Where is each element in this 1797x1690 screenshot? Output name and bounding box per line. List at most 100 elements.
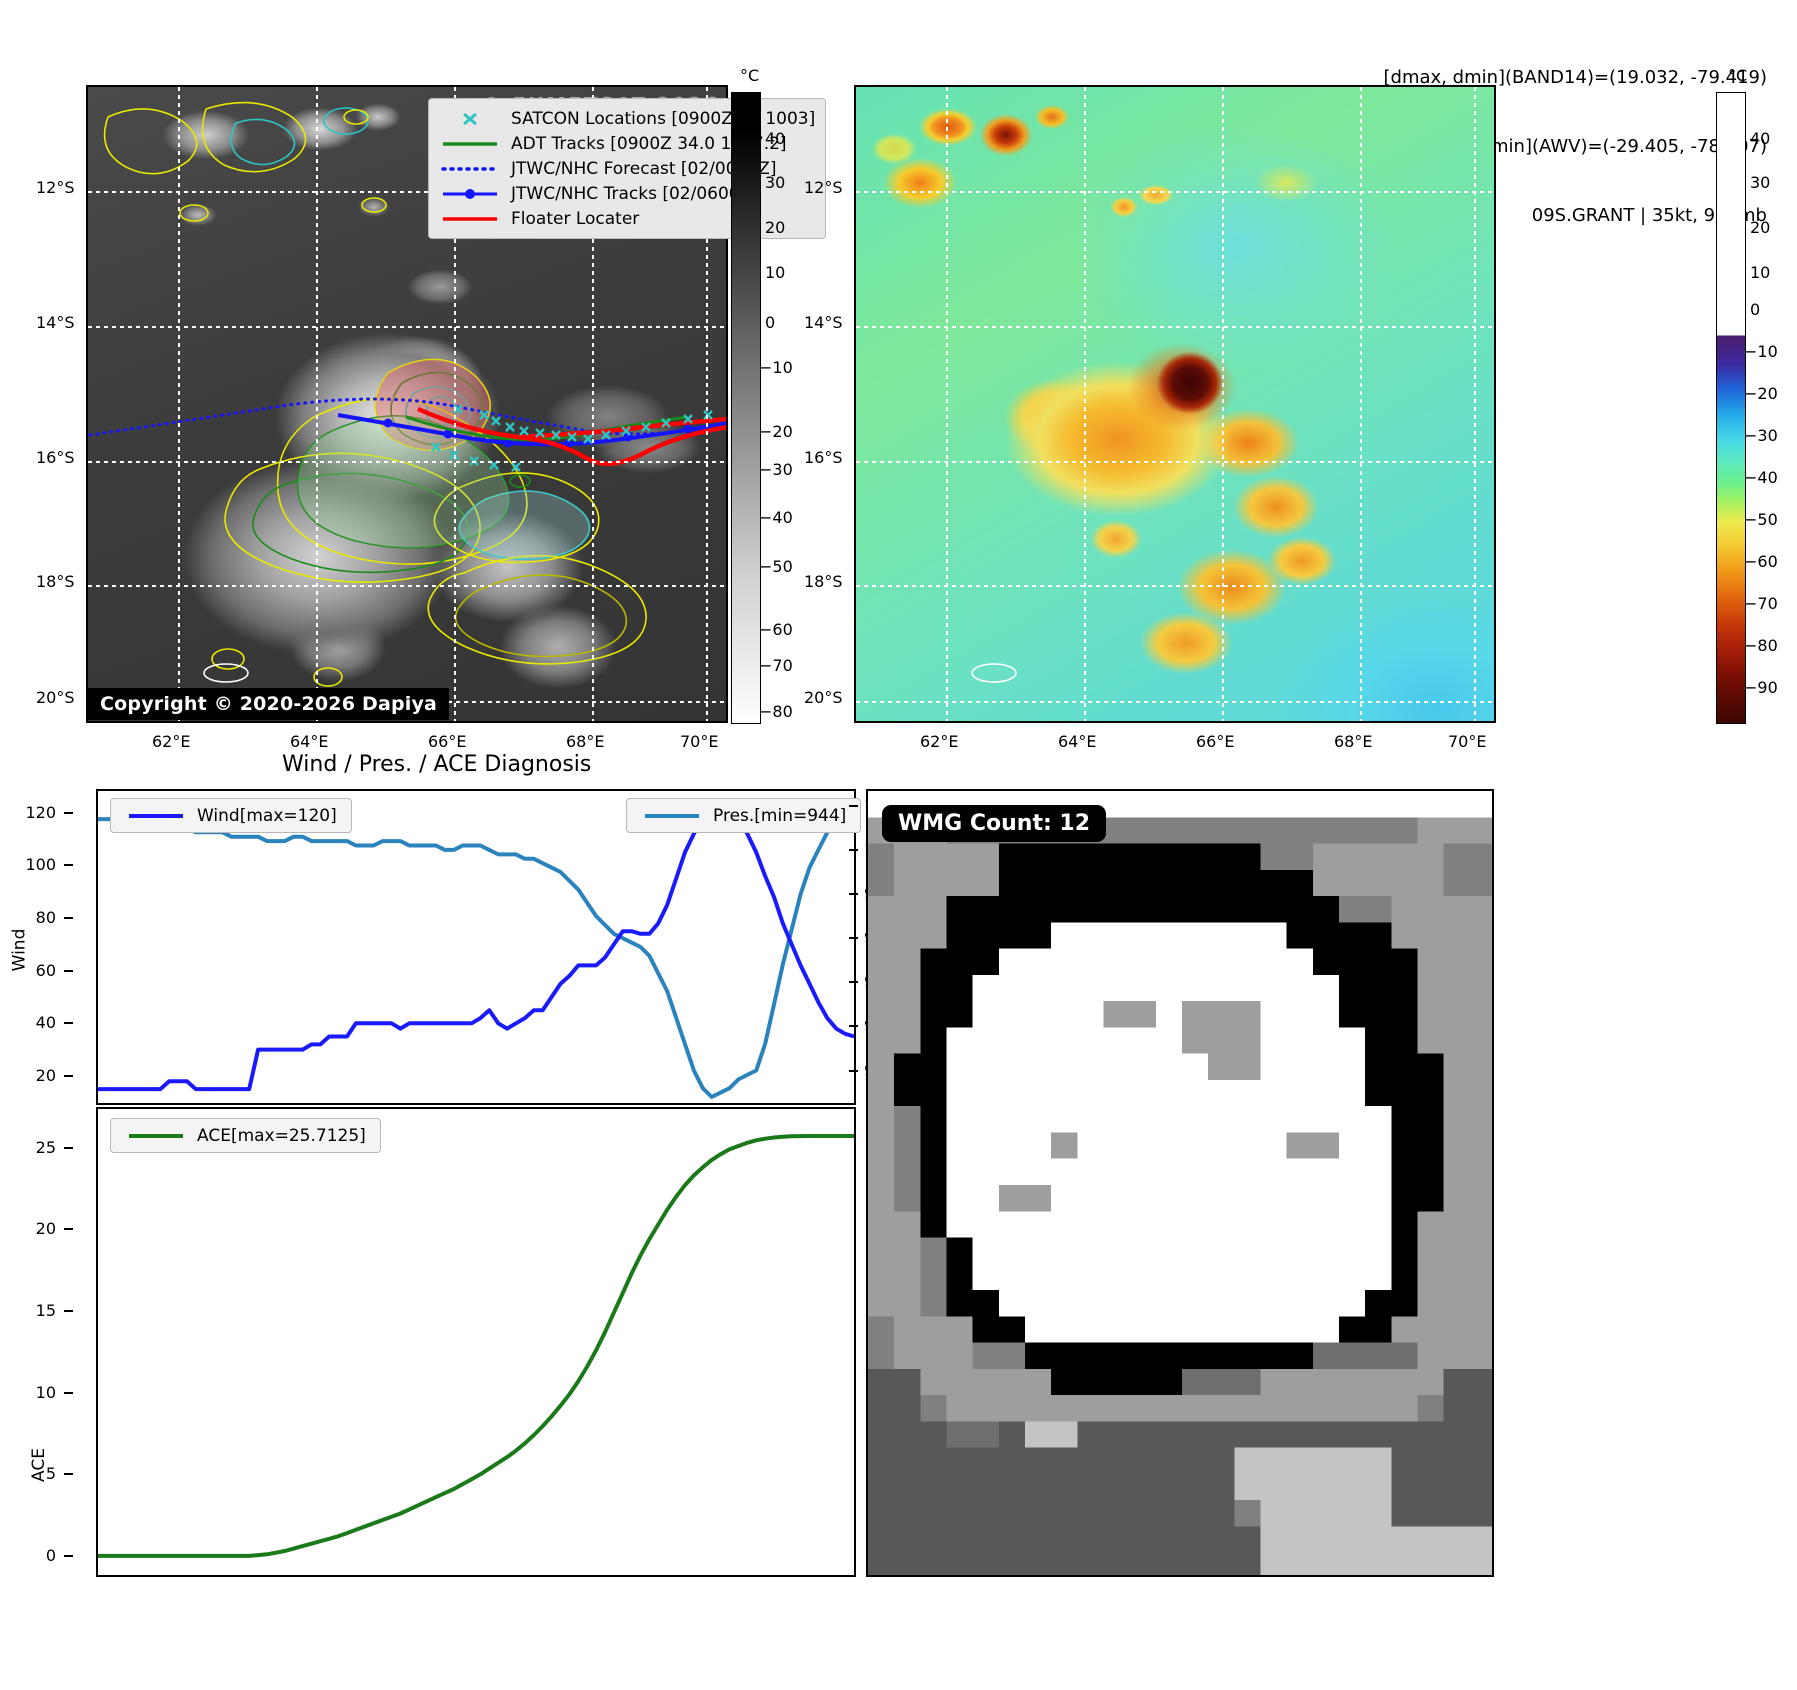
line-with-dot-icon xyxy=(439,188,501,200)
axis-tickmark xyxy=(64,864,73,867)
legend-label-wind: Wind[max=120] xyxy=(197,805,337,826)
axis-tickmark xyxy=(64,969,73,972)
awv-xtick: 64°E xyxy=(1058,732,1097,751)
axis-tickmark xyxy=(849,1025,858,1028)
ir-contour-overlay xyxy=(103,101,647,687)
wind-ticks-label: 80 xyxy=(35,908,56,928)
ace-ticks-label: 15 xyxy=(35,1300,56,1320)
solid-line-icon xyxy=(641,811,703,821)
legend-item-jtwc-tracks[interactable]: JTWC/NHC Tracks [02/0600Z] xyxy=(439,181,815,206)
awv-gridline-v xyxy=(1222,87,1224,721)
ir-xtick: 68°E xyxy=(566,732,605,751)
wind-series-line xyxy=(98,810,854,1092)
wind-legend[interactable]: Wind[max=120] xyxy=(110,798,352,833)
legend-item-adt[interactable]: ADT Tracks [0900Z 34.0 1007.2] xyxy=(439,131,815,156)
legend-label-jtwc-forecast: JTWC/NHC Forecast [02/0000Z] xyxy=(511,158,777,179)
awv-colorbar-tick: −10 xyxy=(1744,342,1778,361)
jtwc-forecast-track xyxy=(88,397,726,437)
ir-colorbar-tick: −20 xyxy=(759,422,793,441)
awv-gridline-h xyxy=(856,461,1494,463)
legend-item-floater-locater[interactable]: Floater Locater xyxy=(439,206,815,231)
awv-satellite-panel[interactable] xyxy=(854,85,1496,723)
ir-colorbar-tick: −10 xyxy=(759,358,793,377)
legend-label-pressure: Pres.[min=944] xyxy=(713,805,847,826)
awv-island-outline xyxy=(971,663,1017,683)
axis-tickmark xyxy=(64,917,73,920)
ace-ticks-label: 25 xyxy=(35,1137,56,1157)
axis-tickmark xyxy=(64,1473,73,1476)
legend-label-floater-locater: Floater Locater xyxy=(511,208,640,229)
axis-tickmark xyxy=(849,893,858,896)
ir-xtick: 64°E xyxy=(290,732,329,751)
awv-colorbar-tick: −90 xyxy=(1744,678,1778,697)
axis-tickmark xyxy=(849,804,858,807)
x-marker-icon xyxy=(439,110,501,128)
ace-legend[interactable]: ACE[max=25.7125] xyxy=(110,1118,381,1153)
solid-line-icon xyxy=(439,214,501,224)
ace-plot xyxy=(98,1134,854,1558)
legend-item-wind[interactable]: Wind[max=120] xyxy=(125,803,337,828)
ace-chart[interactable] xyxy=(96,1107,856,1577)
axis-tickmark xyxy=(849,937,858,940)
ir-xtick: 70°E xyxy=(680,732,719,751)
solid-line-icon xyxy=(125,811,187,821)
wind-pressure-plot xyxy=(98,810,854,1099)
awv-colorbar-tick: −50 xyxy=(1744,510,1778,529)
ir-gridline-h xyxy=(88,585,726,587)
legend-item-ace[interactable]: ACE[max=25.7125] xyxy=(125,1123,366,1148)
ace-ticks-label: 5 xyxy=(45,1464,56,1484)
dotted-line-icon xyxy=(439,164,501,174)
ir-gridline-v xyxy=(454,87,456,721)
awv-colorbar-tick: −20 xyxy=(1744,384,1778,403)
awv-gridline-v xyxy=(946,87,948,721)
ir-colorbar-tick: 40 xyxy=(765,129,786,148)
ir-xtick: 62°E xyxy=(152,732,191,751)
awv-xtick: 70°E xyxy=(1448,732,1487,751)
awv-colorbar-tick: −60 xyxy=(1744,552,1778,571)
ir-colorbar-tick: −80 xyxy=(759,702,793,721)
ir-colorbar-tick: −50 xyxy=(759,557,793,576)
ace-ticks-label: 0 xyxy=(45,1545,56,1565)
awv-colorbar-tick: 10 xyxy=(1750,263,1771,282)
pressure-legend[interactable]: Pres.[min=944] xyxy=(626,798,862,833)
wmg-panel[interactable]: WMG Count: 12 xyxy=(866,789,1494,1577)
wind-ticks-label: 20 xyxy=(35,1065,56,1085)
floater-locater-track xyxy=(417,406,726,467)
ace-ticks-label: 10 xyxy=(35,1382,56,1402)
legend-item-jtwc-forecast[interactable]: JTWC/NHC Forecast [02/0000Z] xyxy=(439,156,815,181)
ace-ticks-label: 20 xyxy=(35,1219,56,1239)
ir-gridline-h xyxy=(88,326,726,328)
ir-ytick: 20°S xyxy=(36,688,75,707)
awv-colorbar-unit: °C xyxy=(1728,66,1748,85)
ir-colorbar xyxy=(731,92,761,724)
awv-xtick: 66°E xyxy=(1196,732,1235,751)
awv-ytick: 14°S xyxy=(804,313,843,332)
awv-gridline-v xyxy=(1084,87,1086,721)
wind-ticks-label: 120 xyxy=(25,802,56,822)
jtwc-observed-track xyxy=(337,413,726,447)
ir-ytick: 18°S xyxy=(36,572,75,591)
awv-gridline-v xyxy=(1474,87,1476,721)
pressure-series-line xyxy=(98,817,854,1099)
axis-tickmark xyxy=(64,1074,73,1077)
wmg-count-badge: WMG Count: 12 xyxy=(882,805,1107,842)
axis-tickmark xyxy=(849,981,858,984)
axis-tickmark xyxy=(64,1391,73,1394)
ir-gridline-v xyxy=(178,87,180,721)
axis-tickmark xyxy=(64,1309,73,1312)
wind-pressure-chart[interactable] xyxy=(96,789,856,1105)
legend-item-pressure[interactable]: Pres.[min=944] xyxy=(641,803,846,828)
legend-label-satcon: SATCON Locations [0900Z 37 1003] xyxy=(511,108,816,129)
axis-tickmark xyxy=(64,1228,73,1231)
wind-ticks-label: 100 xyxy=(25,855,56,875)
legend-label-jtwc-tracks: JTWC/NHC Tracks [02/0600Z] xyxy=(511,183,758,204)
axis-tickmark xyxy=(64,811,73,814)
awv-ytick: 18°S xyxy=(804,572,843,591)
ir-colorbar-tick: −40 xyxy=(759,508,793,527)
ir-satellite-panel[interactable]: © EUMETSAT 2026 xyxy=(86,85,728,723)
awv-colorbar-tick: 20 xyxy=(1750,218,1771,237)
ir-gridline-v xyxy=(706,87,708,721)
ir-gridline-v xyxy=(316,87,318,721)
wind-ticks-label: 60 xyxy=(35,960,56,980)
wmg-grid-image xyxy=(868,791,1492,1575)
